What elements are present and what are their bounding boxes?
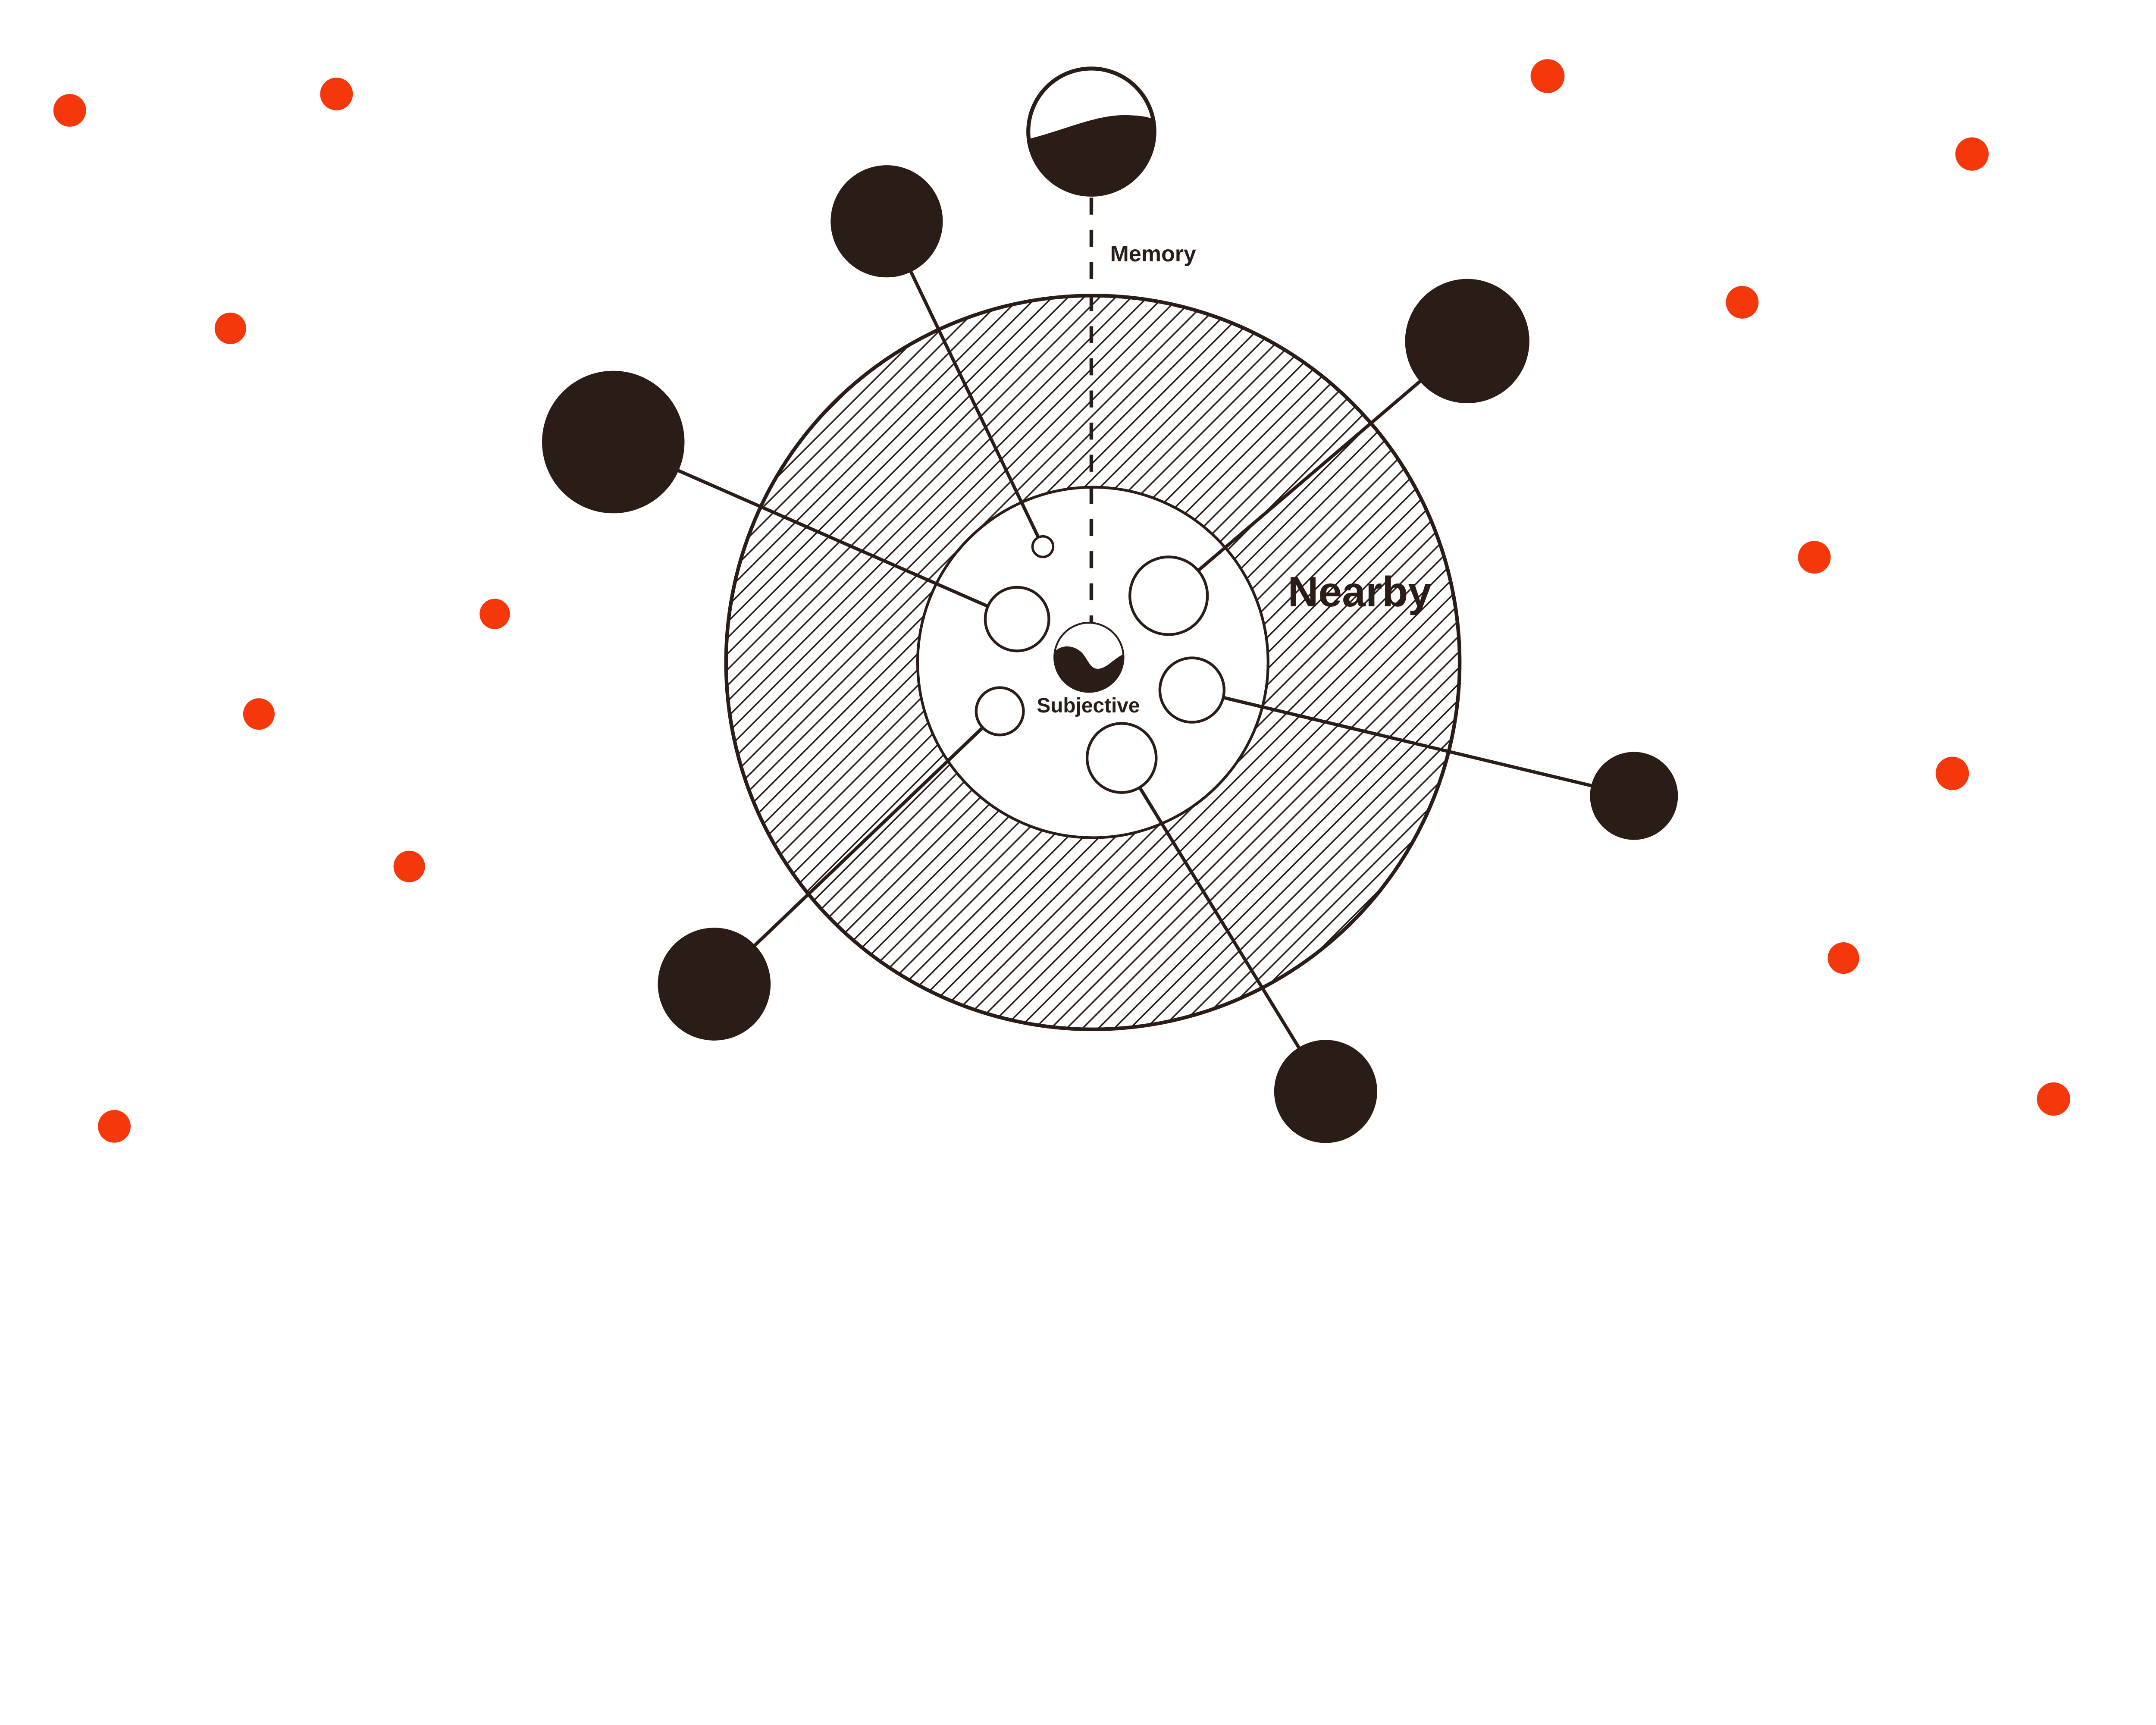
memory-label: Memory [1110, 242, 1197, 267]
red-dot [1530, 59, 1565, 93]
context-node [830, 165, 943, 278]
link-line [612, 440, 1018, 621]
red-dot [214, 312, 246, 344]
red-dot [1798, 541, 1831, 574]
inner-node [984, 586, 1050, 652]
red-dot [1726, 285, 1759, 319]
context-nodes [542, 165, 1678, 1143]
diagram: Memory Nearby Subjective [53, 59, 2071, 1143]
red-dot [98, 1110, 131, 1143]
diagram-layers [53, 59, 2071, 1143]
red-dots [53, 59, 2071, 1143]
subjective-label: Subjective [1037, 694, 1140, 717]
inner-node [1158, 656, 1226, 724]
link-line [1167, 339, 1469, 597]
diagram-stage: Memory Nearby Subjective [53, 59, 2071, 1143]
red-dot [2037, 1082, 2071, 1116]
inner-node [1031, 535, 1055, 558]
memory-node-fill [1029, 115, 1153, 194]
subjective-node-fill [1055, 646, 1123, 691]
red-dot [1935, 756, 1969, 790]
red-dot [53, 94, 86, 127]
context-node [1590, 752, 1678, 840]
inner-nodes [975, 535, 1226, 794]
red-dot [1827, 942, 1859, 974]
red-dot [1955, 137, 1989, 171]
label-layer: Memory Nearby Subjective [1037, 242, 1432, 717]
link-line [885, 220, 1044, 548]
link-line [1191, 688, 1635, 798]
context-node [542, 370, 685, 514]
nearby-label: Nearby [1288, 568, 1432, 615]
inner-node [1128, 555, 1209, 636]
context-node [1274, 1040, 1377, 1143]
context-node [1405, 279, 1529, 404]
red-dot [243, 698, 275, 730]
red-dot [393, 850, 425, 882]
inner-node [1085, 722, 1158, 794]
link-lines [612, 220, 1635, 1092]
red-dot [479, 599, 510, 629]
red-dot [320, 77, 353, 110]
link-line [713, 710, 1001, 985]
inner-node [975, 686, 1025, 737]
context-node [658, 928, 771, 1041]
link-line [1120, 757, 1327, 1092]
